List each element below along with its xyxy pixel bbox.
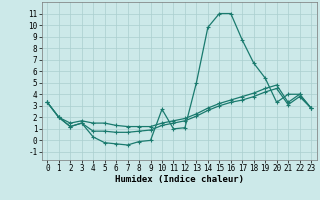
X-axis label: Humidex (Indice chaleur): Humidex (Indice chaleur) [115, 175, 244, 184]
